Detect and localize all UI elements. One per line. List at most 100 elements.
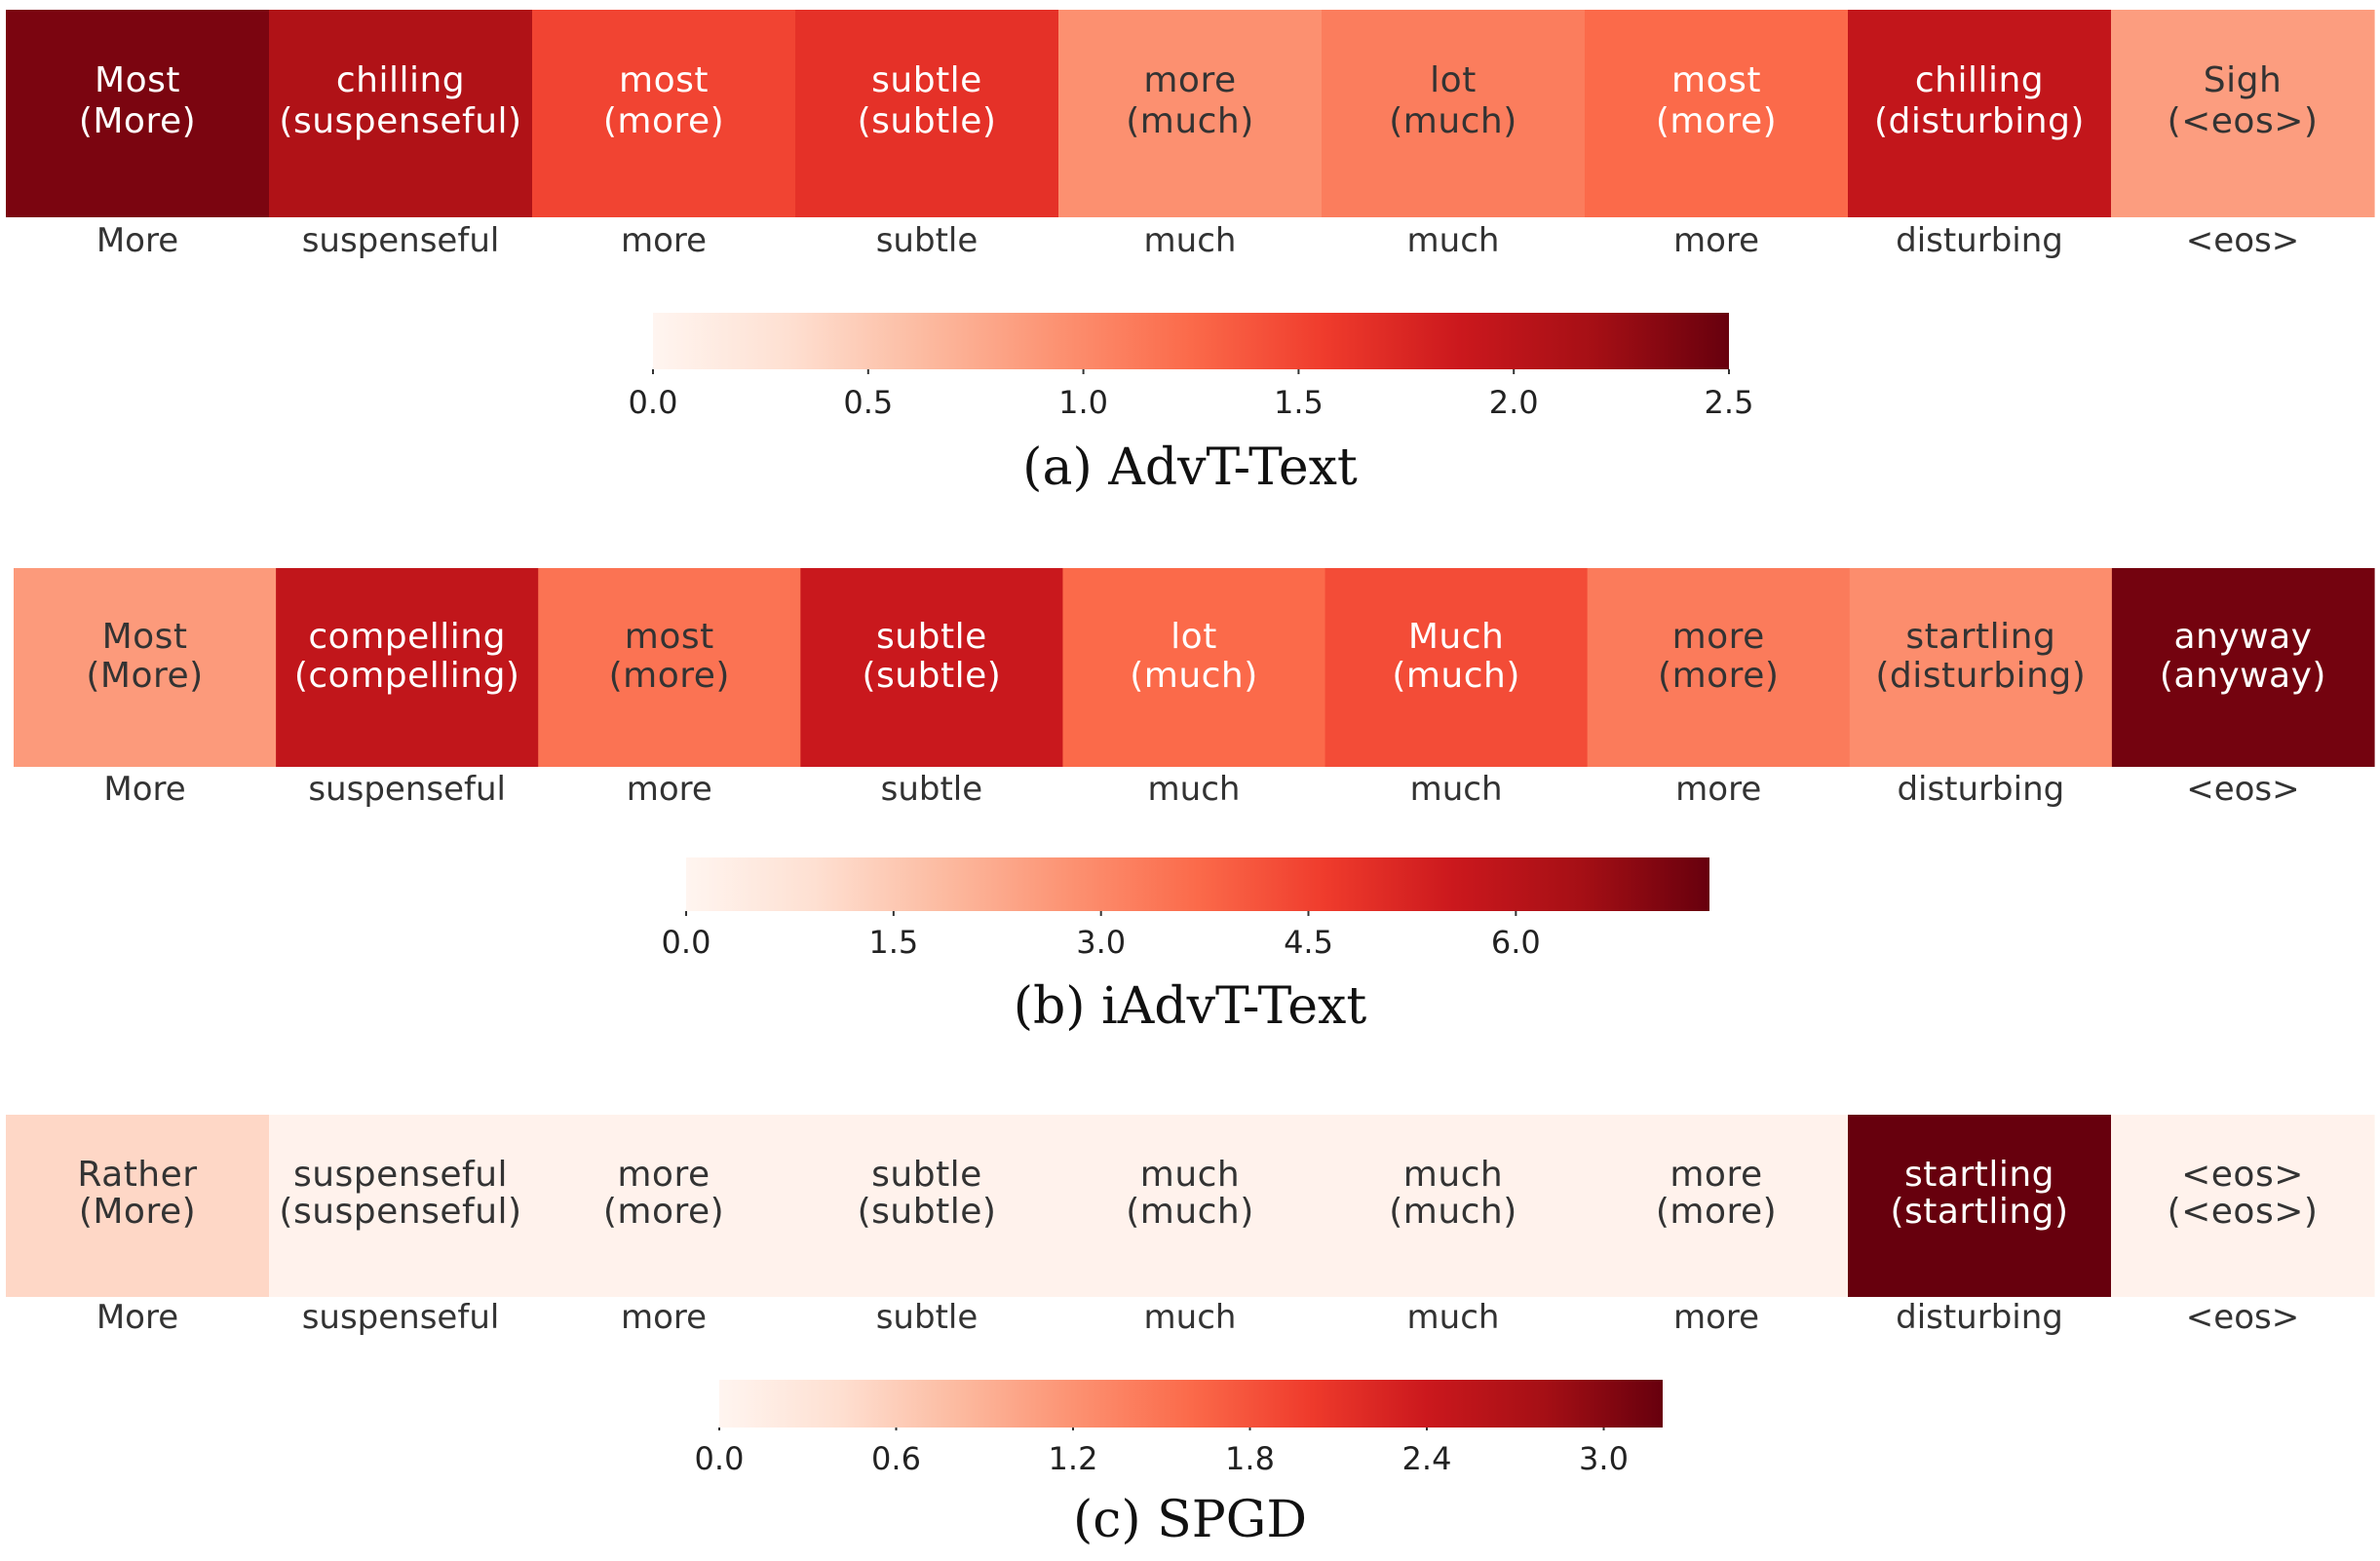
heatmap-cell	[1062, 568, 1326, 767]
cell-original-word-label: (more)	[609, 656, 730, 696]
cell-word-label: much	[1140, 1155, 1241, 1195]
cell-original-word-label: (disturbing)	[1874, 101, 2085, 141]
colorbar-tick-label: 2.0	[1489, 384, 1539, 421]
cell-original-word-label: (<eos>)	[2168, 1192, 2319, 1232]
subfigure-caption: (c) SPGD	[1073, 1491, 1307, 1549]
cell-word-label: most	[1671, 60, 1761, 100]
heatmap-cell	[1058, 1115, 1323, 1297]
cell-original-word-label: (<eos>)	[2168, 101, 2319, 141]
x-tick-label: disturbing	[1896, 1298, 2063, 1337]
cell-original-word-label: (more)	[1658, 656, 1779, 696]
heatmap-cell	[1849, 568, 2113, 767]
x-tick-label: much	[1407, 1298, 1500, 1337]
heatmap-cell	[1324, 568, 1589, 767]
cell-word-label: more	[1672, 617, 1765, 657]
colorbar-tick-label: 0.5	[843, 384, 893, 421]
x-tick-label: much	[1148, 770, 1241, 809]
cell-word-label: Most	[95, 60, 180, 100]
x-tick-label: suspenseful	[302, 221, 500, 260]
cell-word-label: suspenseful	[293, 1155, 508, 1195]
heatmap-cell	[6, 10, 270, 217]
heatmap-cell	[2111, 1115, 2375, 1297]
heatmap-cell	[800, 568, 1064, 767]
x-tick-label: subtle	[876, 1298, 979, 1337]
heatmap-cell	[276, 568, 539, 767]
cell-original-word-label: (much)	[1392, 656, 1520, 696]
x-tick-label: more	[1675, 770, 1761, 809]
colorbar	[719, 1380, 1663, 1428]
x-tick-label: <eos>	[2186, 221, 2299, 260]
x-tick-label: subtle	[876, 221, 979, 260]
colorbar-tick-label: 6.0	[1491, 924, 1541, 961]
heatmap-cell	[1058, 10, 1323, 217]
x-tick-label: more	[621, 221, 707, 260]
x-tick-label: suspenseful	[302, 1298, 500, 1337]
cell-word-label: most	[619, 60, 709, 100]
heatmap-cell	[269, 1115, 533, 1297]
heatmap-cell	[1585, 10, 1849, 217]
heatmap-cell	[532, 10, 796, 217]
cell-word-label: compelling	[308, 617, 506, 657]
cell-original-word-label: (subtle)	[858, 101, 997, 141]
cell-word-label: chilling	[336, 60, 465, 100]
heatmap-cell	[2111, 568, 2375, 767]
x-tick-label: More	[96, 1298, 178, 1337]
x-tick-label: much	[1410, 770, 1503, 809]
colorbar	[653, 313, 1729, 369]
cell-original-word-label: (disturbing)	[1875, 656, 2086, 696]
cell-word-label: anyway	[2173, 617, 2312, 657]
heatmap-cell	[1322, 1115, 1586, 1297]
colorbar-tick-label: 0.6	[871, 1440, 921, 1477]
cell-original-word-label: (more)	[603, 1192, 724, 1232]
heatmap-panel: Rather(More)suspenseful(suspenseful)more…	[6, 1115, 2375, 1549]
colorbar-tick-label: 1.2	[1049, 1440, 1098, 1477]
cell-original-word-label: (startling)	[1890, 1192, 2068, 1232]
heatmap-cell	[532, 1115, 796, 1297]
colorbar	[686, 857, 1709, 911]
cell-original-word-label: (much)	[1126, 101, 1254, 141]
colorbar-tick-label: 2.5	[1705, 384, 1754, 421]
cell-word-label: startling	[1905, 617, 2055, 657]
cell-word-label: much	[1403, 1155, 1504, 1195]
colorbar-tick-label: 0.0	[695, 1440, 745, 1477]
heatmap-cell	[14, 568, 277, 767]
heatmap-cell	[1585, 1115, 1849, 1297]
cell-word-label: chilling	[1915, 60, 2044, 100]
heatmap-cell	[795, 1115, 1059, 1297]
cell-original-word-label: (suspenseful)	[279, 101, 521, 141]
cell-word-label: more	[1670, 1155, 1762, 1195]
heatmap-cell	[1848, 10, 2112, 217]
x-tick-label: disturbing	[1897, 770, 2064, 809]
heatmap-panel: Most(More)chilling(suspenseful)most(more…	[6, 10, 2375, 497]
colorbar-tick-label: 0.0	[662, 924, 711, 961]
cell-original-word-label: (more)	[1656, 101, 1777, 141]
cell-original-word-label: (much)	[1126, 1192, 1254, 1232]
x-tick-label: more	[1673, 221, 1759, 260]
subfigure-caption: (a) AdvT-Text	[1022, 438, 1358, 497]
heatmap-cell	[269, 10, 533, 217]
x-tick-label: much	[1144, 1298, 1237, 1337]
cell-original-word-label: (much)	[1389, 1192, 1517, 1232]
cell-original-word-label: (More)	[79, 101, 196, 141]
colorbar-tick-label: 2.4	[1402, 1440, 1452, 1477]
colorbar-tick-label: 1.0	[1058, 384, 1108, 421]
heatmap-cell	[1587, 568, 1851, 767]
cell-word-label: startling	[1904, 1155, 2054, 1195]
cell-word-label: most	[625, 617, 714, 657]
colorbar-tick-label: 1.8	[1225, 1440, 1275, 1477]
cell-original-word-label: (suspenseful)	[279, 1192, 521, 1232]
heatmap-panel: Most(More)compelling(compelling)most(mor…	[14, 568, 2375, 1036]
colorbar-tick-label: 1.5	[1274, 384, 1324, 421]
colorbar-tick-label: 0.0	[629, 384, 678, 421]
cell-original-word-label: (more)	[1656, 1192, 1777, 1232]
cell-word-label: Much	[1408, 617, 1505, 657]
x-tick-label: more	[627, 770, 712, 809]
cell-word-label: more	[617, 1155, 710, 1195]
cell-original-word-label: (much)	[1130, 656, 1258, 696]
cell-word-label: Sigh	[2204, 60, 2283, 100]
x-tick-label: much	[1144, 221, 1237, 260]
cell-word-label: more	[1143, 60, 1236, 100]
cell-original-word-label: (more)	[603, 101, 724, 141]
heatmap-cell	[2111, 10, 2375, 217]
